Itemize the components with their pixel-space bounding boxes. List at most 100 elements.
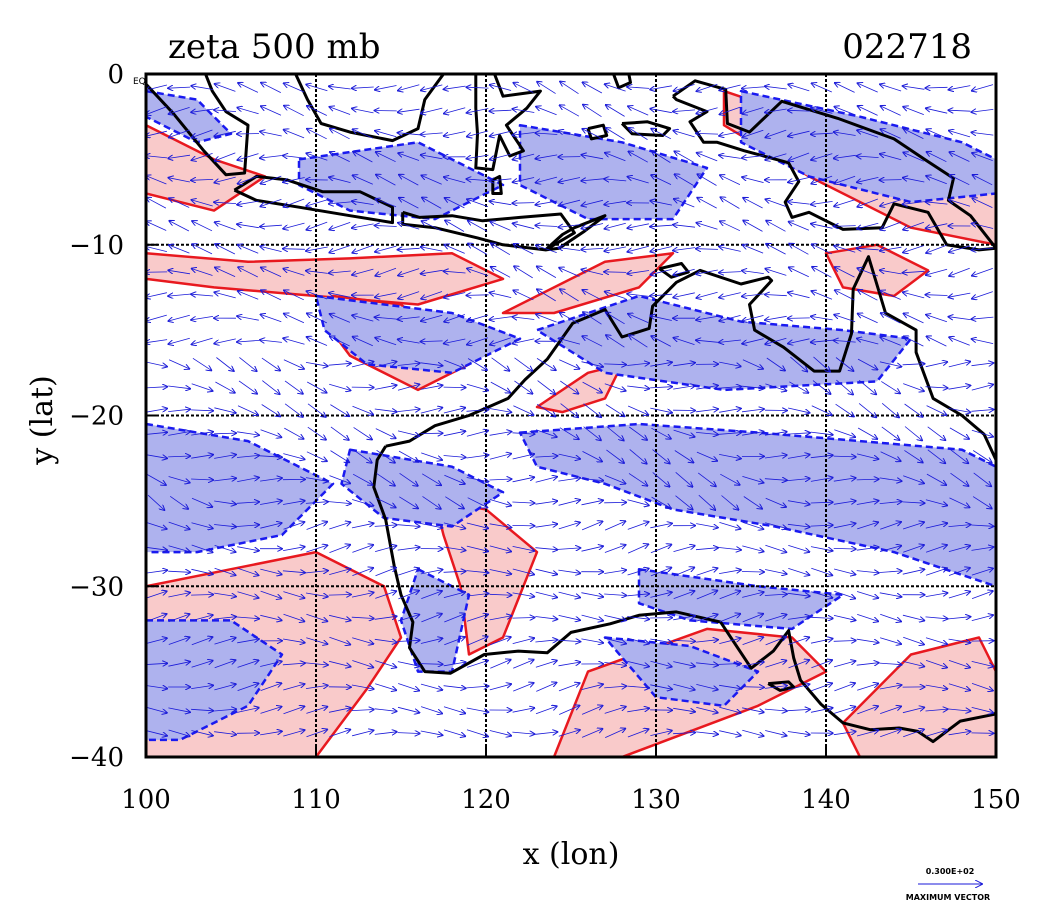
wind-vector: [375, 267, 397, 276]
wind-vector: [628, 314, 649, 323]
wind-vector: [879, 571, 902, 573]
wind-vector: [537, 289, 556, 302]
wind-vector: [443, 522, 465, 529]
wind-vector: [535, 732, 557, 734]
wind-vector: [307, 426, 326, 440]
wind-vector: [191, 595, 213, 596]
wind-vector: [283, 638, 305, 643]
wind-vector: [765, 661, 786, 668]
map-title: zeta 500 mb: [168, 27, 380, 67]
positive-vorticity-region-3: [535, 363, 624, 414]
wind-vector: [352, 568, 373, 576]
wind-vector: [834, 429, 855, 437]
wind-vector: [880, 154, 902, 161]
wind-vector: [696, 451, 717, 461]
wind-vector: [237, 591, 259, 598]
wind-vector: [375, 497, 396, 508]
wind-vector: [330, 129, 350, 140]
wind-vector: [261, 83, 281, 93]
wind-vector: [146, 314, 167, 321]
wind-vector: [650, 407, 672, 413]
wind-vector: [902, 364, 925, 365]
wind-vector: [352, 223, 374, 228]
wind-vector: [535, 706, 557, 715]
wind-vector: [514, 357, 533, 371]
coastline-buru: [586, 123, 609, 141]
wind-vector: [306, 707, 327, 714]
wind-vector: [606, 426, 624, 441]
wind-vector: [329, 177, 351, 183]
wind-vector: [582, 381, 602, 393]
wind-vector: [605, 222, 626, 229]
wind-vector: [628, 473, 647, 485]
wind-vector: [168, 456, 190, 457]
wind-vector: [788, 660, 810, 669]
wind-vector: [787, 524, 810, 527]
wind-vector: [604, 570, 626, 574]
wind-vector: [765, 730, 786, 736]
wind-vector: [397, 384, 419, 391]
wind-vector: [652, 449, 670, 464]
wind-vector: [812, 291, 833, 300]
wind-vector: [836, 379, 853, 394]
wind-vector: [537, 267, 557, 278]
wind-vector: [444, 131, 466, 137]
wind-vector: [260, 429, 282, 438]
wind-vector: [398, 591, 419, 600]
wind-vector: [719, 292, 741, 298]
wind-vector: [835, 107, 856, 116]
wind-vector: [742, 662, 764, 667]
wind-vector: [812, 267, 832, 278]
wind-vector: [444, 107, 466, 114]
wind-vector: [467, 497, 488, 508]
positive-vorticity-region-10: [824, 243, 930, 298]
wind-vector: [720, 106, 741, 114]
wind-vector: [467, 295, 489, 296]
wind-vector: [788, 202, 810, 204]
wind-vector: [330, 450, 350, 463]
wind-vector: [398, 291, 420, 299]
wind-vector: [169, 245, 190, 254]
wind-vector: [421, 133, 443, 135]
wind-vector: [214, 176, 236, 183]
wind-vector: [788, 407, 809, 413]
wind-vector: [260, 225, 282, 227]
wind-vector: [650, 545, 671, 554]
wind-vector: [214, 407, 235, 413]
wind-vector: [307, 129, 327, 140]
wind-vector: [238, 83, 259, 93]
wind-vector: [238, 245, 259, 254]
wind-vector: [765, 569, 787, 575]
wind-vector: [696, 615, 718, 622]
wind-vector: [444, 177, 466, 184]
wind-vector: [790, 356, 807, 371]
wind-vector: [696, 315, 718, 320]
wind-vector: [328, 502, 351, 504]
wind-vector: [329, 86, 351, 89]
wind-vector: [444, 271, 466, 273]
wind-vector: [764, 686, 787, 689]
wind-vector: [743, 496, 762, 509]
wind-vector: [215, 222, 236, 231]
wind-vector: [283, 730, 304, 737]
wind-vector: [191, 568, 212, 574]
wind-vector: [466, 571, 489, 573]
wind-vector: [444, 474, 464, 484]
wind-vector: [972, 339, 994, 344]
wind-vector: [421, 84, 443, 91]
wind-vector: [674, 199, 695, 208]
wind-vector: [971, 385, 993, 391]
wind-vector: [627, 544, 648, 554]
wind-vector: [191, 294, 214, 296]
wind-vector: [236, 502, 259, 503]
wind-vector: [422, 176, 442, 185]
wind-vector: [513, 317, 535, 320]
wind-vector: [214, 455, 236, 459]
wind-vector: [719, 131, 741, 136]
wind-vector: [789, 244, 809, 255]
wind-vector: [330, 404, 349, 417]
wind-vector: [560, 82, 579, 95]
wind-vector: [329, 222, 351, 229]
wind-vector: [605, 84, 626, 92]
wind-vector: [351, 617, 374, 618]
